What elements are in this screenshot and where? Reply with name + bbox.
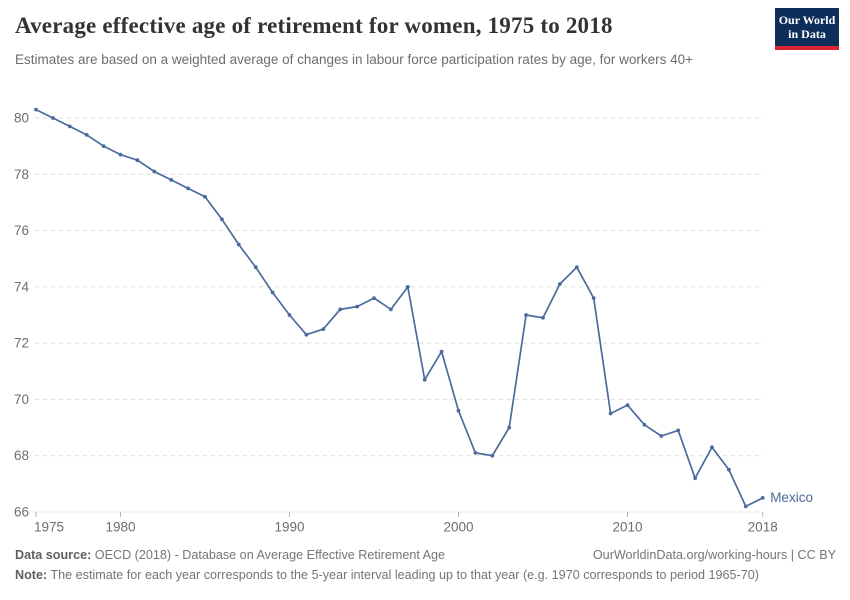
owid-logo[interactable]: Our World in Data	[775, 8, 839, 50]
data-point	[270, 290, 275, 295]
svg-text:2010: 2010	[612, 520, 642, 535]
data-point	[591, 296, 596, 300]
data-point	[372, 296, 376, 300]
data-point	[203, 194, 207, 199]
data-point	[608, 411, 613, 416]
data-point	[405, 285, 410, 289]
data-point	[558, 282, 562, 286]
data-point	[760, 496, 765, 500]
svg-text:80: 80	[14, 111, 29, 126]
svg-text:1990: 1990	[274, 520, 304, 535]
data-point	[389, 307, 393, 312]
data-point	[456, 408, 461, 413]
svg-text:1975: 1975	[34, 520, 64, 535]
data-point	[743, 504, 748, 509]
data-point	[34, 107, 38, 112]
data-point	[169, 178, 174, 182]
data-source-text: OECD (2018) - Database on Average Effect…	[91, 548, 446, 562]
owid-logo-line1: Our World	[778, 13, 836, 27]
data-point	[710, 445, 714, 450]
data-point	[355, 304, 359, 309]
data-point	[574, 265, 579, 270]
data-point	[625, 403, 630, 407]
data-point	[51, 116, 55, 120]
data-point	[118, 152, 123, 157]
data-point	[304, 332, 309, 337]
retirement-age-line-chart[interactable]: 66 68 70 72 74 76 78 80 1975 1980 1990 2000 2010 201…	[0, 90, 850, 550]
gridlines	[35, 117, 764, 513]
svg-text:2018: 2018	[748, 520, 778, 535]
data-point	[541, 315, 545, 320]
data-point	[186, 186, 191, 191]
svg-text:76: 76	[14, 223, 29, 238]
footnote-label: Note:	[15, 568, 48, 582]
owid-link[interactable]: OurWorldinData.org/working-hours | CC BY	[592, 548, 836, 562]
svg-text:2000: 2000	[443, 520, 473, 535]
data-point	[524, 313, 528, 317]
footnote: Note: The estimate for each year corresp…	[15, 568, 759, 582]
data-point	[67, 124, 72, 129]
data-point	[727, 467, 731, 472]
svg-text:70: 70	[14, 392, 29, 407]
footnote-text: The estimate for each year corresponds t…	[47, 568, 759, 582]
data-point	[659, 434, 664, 438]
svg-text:78: 78	[14, 167, 29, 182]
data-point	[253, 265, 258, 270]
svg-text:68: 68	[14, 448, 29, 463]
data-point	[152, 169, 157, 174]
owid-logo-line2: in Data	[788, 27, 826, 41]
series-end-label[interactable]: Mexico	[770, 490, 813, 505]
data-series-mexico[interactable]	[34, 107, 765, 509]
svg-text:74: 74	[14, 279, 30, 294]
data-point	[693, 476, 697, 481]
data-point	[338, 307, 343, 312]
data-point	[321, 327, 326, 331]
data-source-label: Data source:	[15, 548, 92, 562]
data-point	[473, 451, 478, 455]
data-point	[287, 313, 292, 317]
svg-text:1980: 1980	[105, 520, 135, 535]
data-point	[135, 158, 140, 163]
svg-text:66: 66	[14, 505, 29, 520]
data-source-note: Data source: OECD (2018) - Database on A…	[15, 548, 445, 562]
chart-subtitle: Estimates are based on a weighted averag…	[15, 52, 694, 67]
data-point	[490, 453, 495, 458]
data-point	[642, 422, 647, 427]
svg-text:72: 72	[14, 336, 29, 351]
data-point	[676, 428, 681, 433]
chart-title: Average effective age of retirement for …	[15, 13, 613, 38]
data-point	[507, 425, 512, 430]
data-point	[422, 377, 427, 382]
x-axis: 1975 1980 1990 2000 2010 2018	[34, 512, 778, 535]
y-axis-labels: 66 68 70 72 74 76 78 80	[14, 111, 30, 520]
data-point	[439, 349, 444, 354]
data-point	[236, 242, 241, 247]
data-point	[220, 217, 224, 222]
data-point	[101, 144, 106, 148]
data-point	[84, 133, 89, 137]
